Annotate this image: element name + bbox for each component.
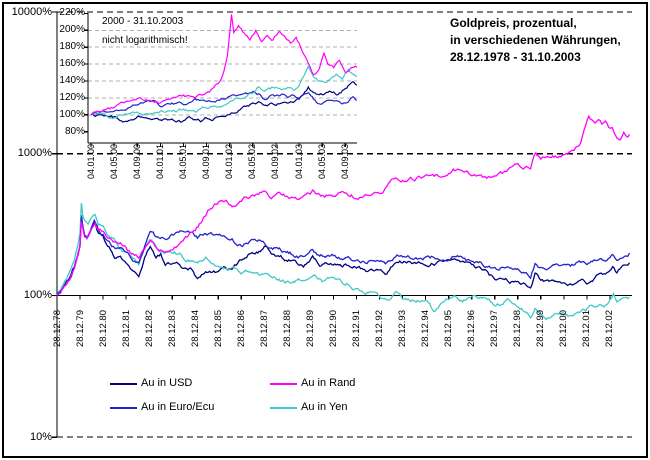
- legend-line-yen: [270, 407, 297, 409]
- inset-y-tick-label: 220%: [59, 7, 85, 19]
- legend-line-euro: [110, 407, 137, 409]
- legend-label-rand: Au in Rand: [301, 377, 356, 389]
- main-series-euro: [56, 217, 631, 296]
- inset-y-tick-label: 100%: [59, 108, 85, 120]
- legend-label-euro: Au in Euro/Ecu: [141, 401, 215, 413]
- main-y-tick-label: 10000%: [11, 5, 52, 18]
- inset-series-euro: [90, 90, 358, 116]
- inset-y-tick-label: 200%: [59, 24, 85, 36]
- inset-series-lines: [90, 14, 358, 123]
- main-y-tick-label: 100%: [23, 288, 52, 301]
- legend-label-yen: Au in Yen: [301, 401, 348, 413]
- chart-title-line: in verschiedenen Währungen,: [450, 33, 621, 47]
- chart-title: Goldpreis, prozentual, in verschiedenen …: [450, 15, 621, 66]
- inset-series-rand: [90, 14, 358, 116]
- inset-y-tick-label: 120%: [59, 91, 85, 103]
- legend-label-usd: Au in USD: [141, 377, 193, 389]
- inset-series-usd: [90, 80, 358, 123]
- main-series-usd: [56, 215, 631, 296]
- inset-period-note: 2000 - 31.10.2003: [102, 16, 184, 27]
- inset-y-tick-label: 160%: [59, 58, 85, 70]
- inset-series-yen: [90, 65, 358, 120]
- chart-title-line: Goldpreis, prozentual,: [450, 16, 577, 30]
- main-y-tick-label: 10%: [29, 430, 52, 443]
- main-series-lines: [56, 114, 631, 321]
- gridlines: [57, 11, 632, 438]
- chart-title-line: 28.12.1978 - 31.10.2003: [450, 50, 581, 64]
- main-series-rand: [56, 114, 631, 296]
- inset-scale-note: nicht logarithmisch!: [102, 35, 188, 46]
- inset-y-tick-label: 140%: [59, 75, 85, 86]
- inset-y-tick-label: 80%: [64, 125, 85, 137]
- main-y-tick-label: 1000%: [17, 147, 52, 160]
- legend-line-usd: [110, 383, 137, 385]
- legend-line-rand: [270, 383, 297, 385]
- inset-y-tick-label: 180%: [59, 41, 85, 53]
- axes: [52, 11, 632, 438]
